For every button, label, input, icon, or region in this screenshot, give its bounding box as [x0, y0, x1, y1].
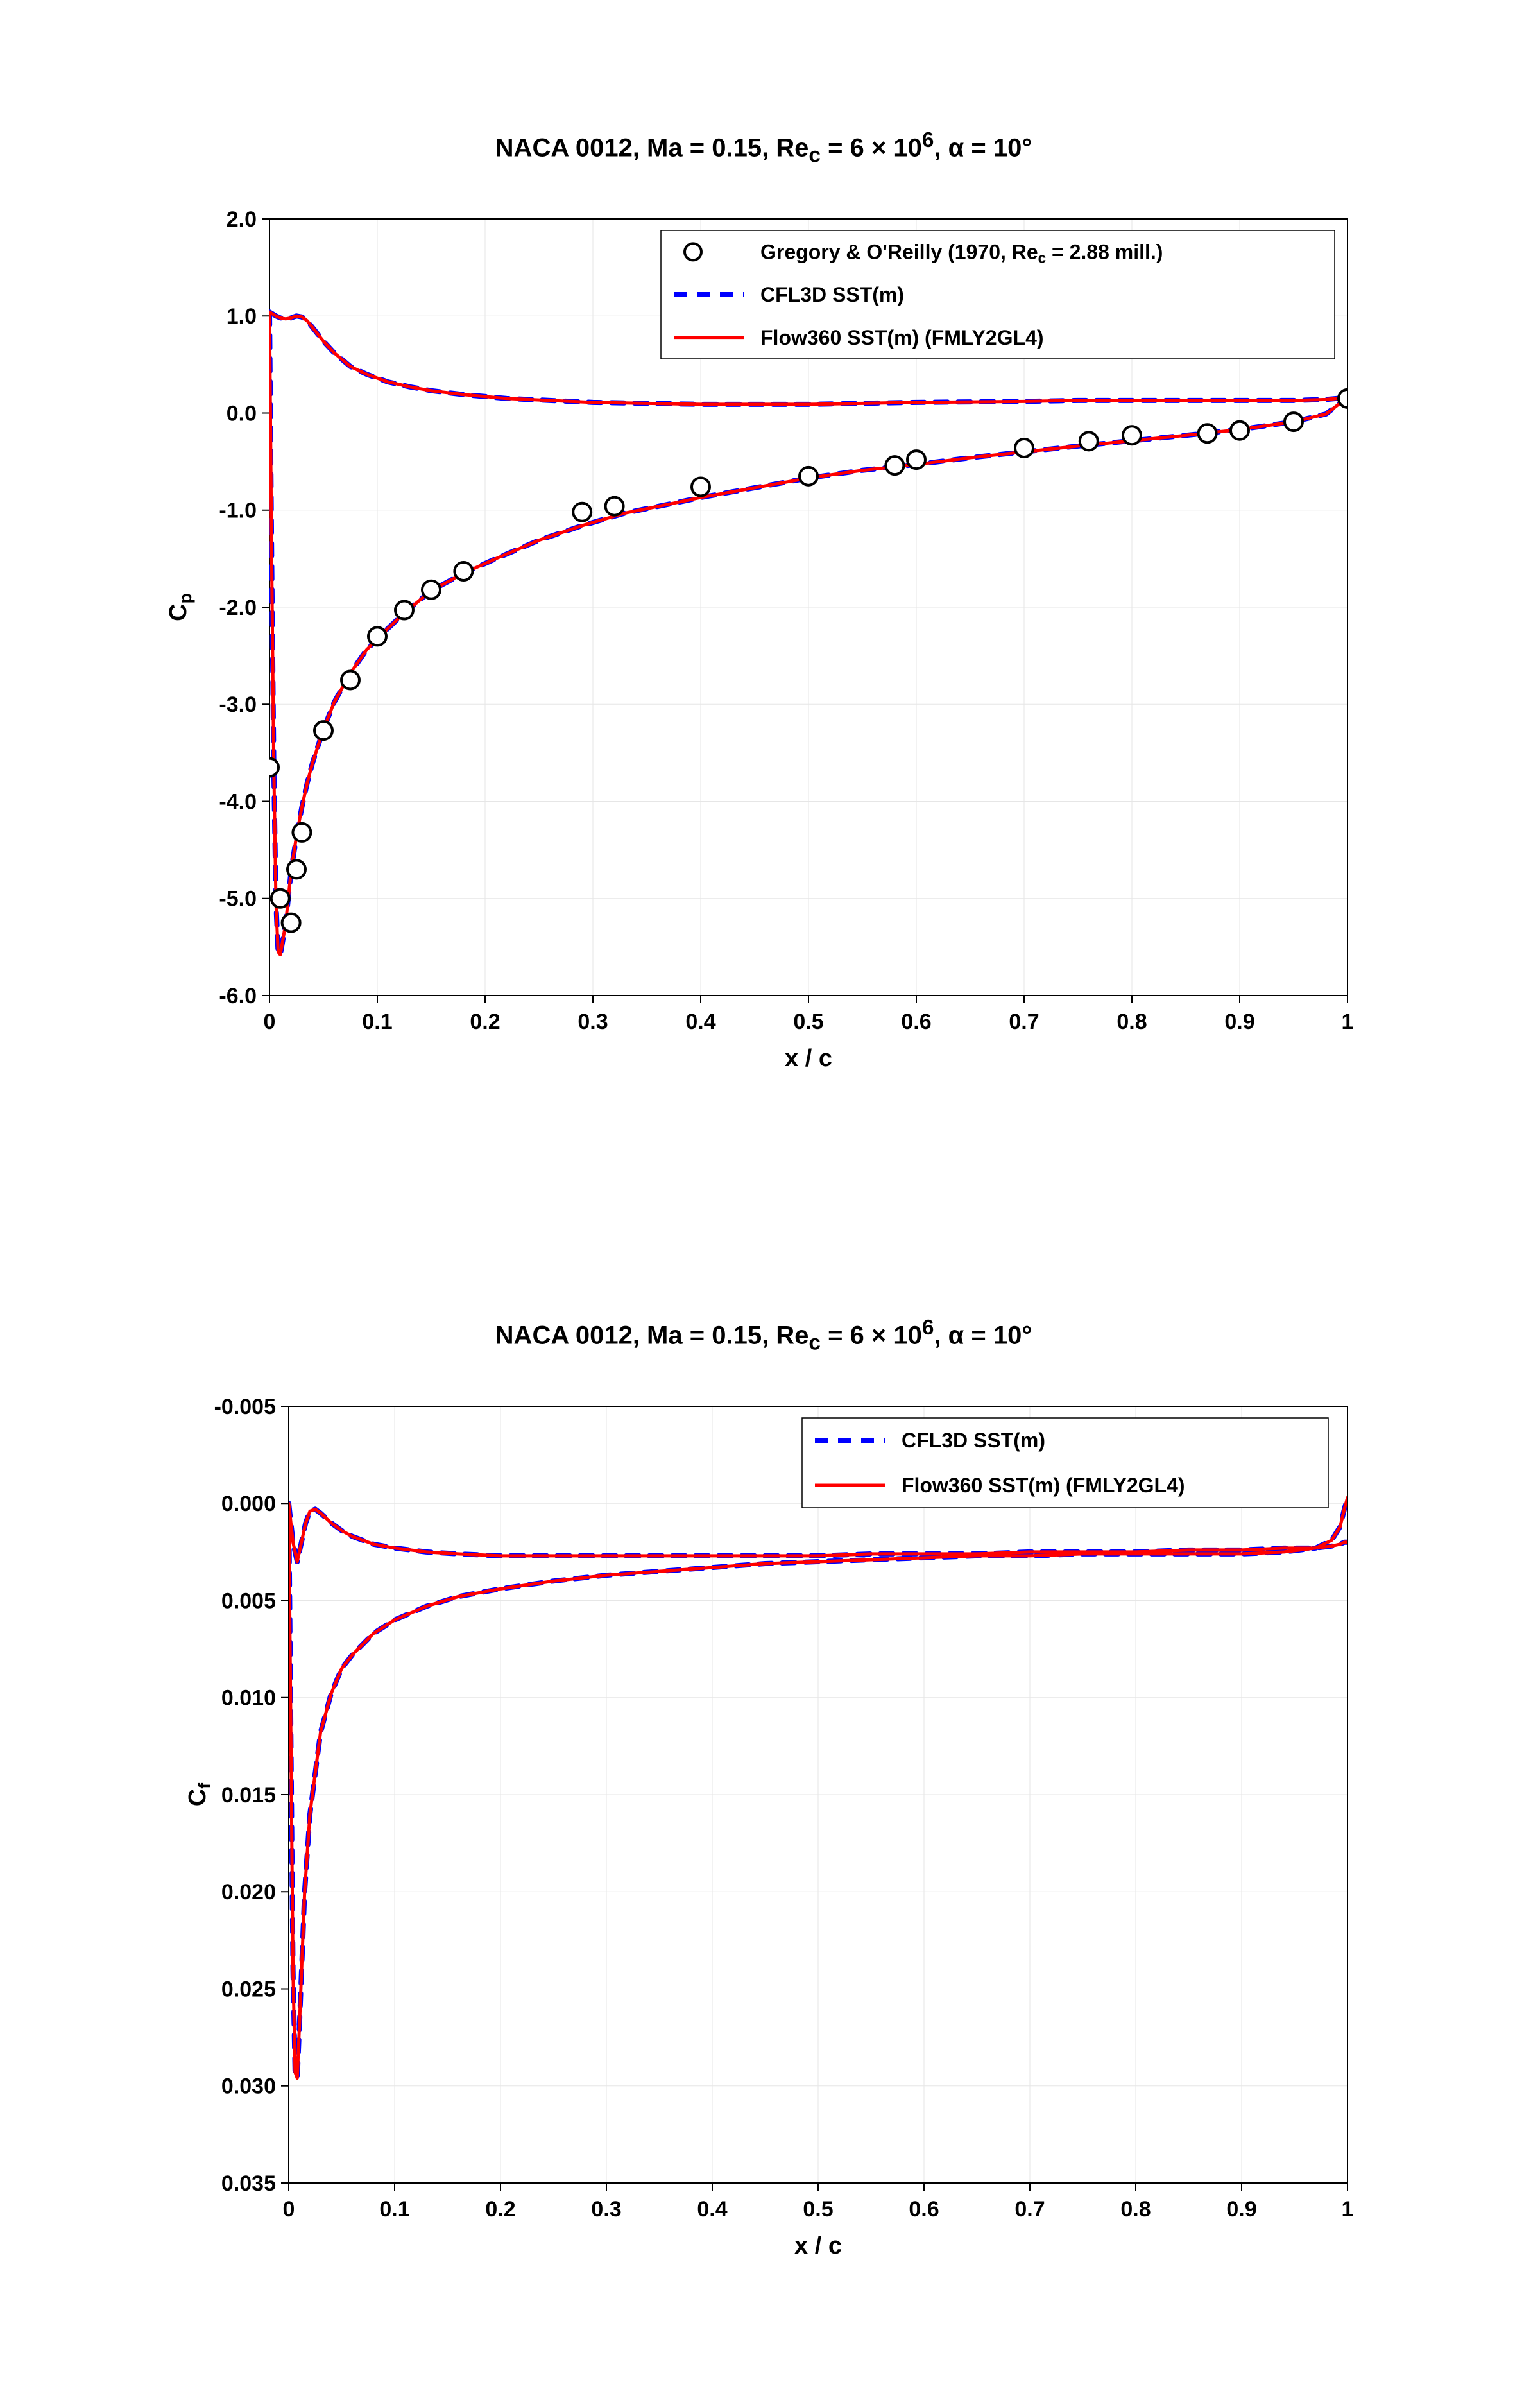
svg-text:CFL3D SST(m): CFL3D SST(m) — [902, 1429, 1045, 1453]
svg-text:0.0: 0.0 — [227, 402, 257, 426]
chart-cp: NACA 0012, Ma = 0.15, Rec = 6 × 106, α =… — [160, 128, 1367, 1092]
svg-text:0.5: 0.5 — [803, 2197, 833, 2222]
svg-text:0.030: 0.030 — [221, 2075, 276, 2099]
svg-text:-0.005: -0.005 — [214, 1395, 276, 1419]
svg-text:0.4: 0.4 — [697, 2197, 727, 2222]
svg-text:-5.0: -5.0 — [219, 887, 257, 911]
svg-text:0.3: 0.3 — [578, 1010, 608, 1034]
chart-cp-svg: 0 0.1 0.2 0.3 0.4 0.5 0.6 0.7 0.8 0.9 1 -6.0 -5.0 -4.… — [160, 174, 1367, 1092]
svg-text:0: 0 — [264, 1010, 276, 1034]
svg-text:0.1: 0.1 — [362, 1010, 392, 1034]
svg-text:0.8: 0.8 — [1116, 1010, 1147, 1034]
svg-text:Gregory & O'Reilly (1970, Rec: Gregory & O'Reilly (1970, Rec = 2.88 mil… — [760, 241, 1163, 266]
svg-text:0.000: 0.000 — [221, 1492, 276, 1516]
svg-text:-3.0: -3.0 — [219, 693, 257, 717]
page: NACA 0012, Ma = 0.15, Rec = 6 × 106, α =… — [0, 0, 1540, 2407]
svg-text:0.015: 0.015 — [221, 1783, 276, 1807]
svg-text:2.0: 2.0 — [227, 207, 257, 232]
svg-text:0.020: 0.020 — [221, 1880, 276, 1904]
svg-text:0.010: 0.010 — [221, 1686, 276, 1711]
svg-text:-4.0: -4.0 — [219, 790, 257, 815]
svg-text:Cp: Cp — [165, 593, 195, 621]
chart-cp-title: NACA 0012, Ma = 0.15, Rec = 6 × 106, α =… — [160, 128, 1367, 168]
svg-text:1: 1 — [1342, 2197, 1354, 2222]
chart-cf-svg: 0 0.1 0.2 0.3 0.4 0.5 0.6 0.7 0.8 0.9 1 -0.005 0.000… — [160, 1361, 1367, 2279]
svg-text:Flow360 SST(m) (FMLY2GL4): Flow360 SST(m) (FMLY2GL4) — [760, 326, 1044, 349]
svg-text:-1.0: -1.0 — [219, 499, 257, 523]
chart-cf-title: NACA 0012, Ma = 0.15, Rec = 6 × 106, α =… — [160, 1316, 1367, 1355]
svg-text:0.7: 0.7 — [1014, 2197, 1045, 2222]
svg-text:0.7: 0.7 — [1009, 1010, 1039, 1034]
svg-text:CFL3D SST(m): CFL3D SST(m) — [760, 284, 904, 307]
chart-cf: NACA 0012, Ma = 0.15, Rec = 6 × 106, α =… — [160, 1316, 1367, 2279]
svg-text:1: 1 — [1342, 1010, 1354, 1034]
svg-text:0.2: 0.2 — [470, 1010, 500, 1034]
svg-text:0.5: 0.5 — [793, 1010, 823, 1034]
svg-text:0.6: 0.6 — [901, 1010, 931, 1034]
svg-text:0.6: 0.6 — [909, 2197, 939, 2222]
svg-text:Cf: Cf — [184, 1783, 214, 1806]
svg-text:x / c: x / c — [794, 2232, 842, 2259]
svg-text:-2.0: -2.0 — [219, 596, 257, 620]
svg-text:-6.0: -6.0 — [219, 984, 257, 1008]
svg-text:x / c: x / c — [785, 1045, 832, 1072]
svg-text:1.0: 1.0 — [227, 304, 257, 329]
svg-text:0.9: 0.9 — [1226, 2197, 1256, 2222]
svg-text:0: 0 — [283, 2197, 295, 2222]
svg-text:0.035: 0.035 — [221, 2171, 276, 2196]
svg-text:0.8: 0.8 — [1120, 2197, 1151, 2222]
svg-text:0.4: 0.4 — [685, 1010, 715, 1034]
svg-text:0.3: 0.3 — [591, 2197, 621, 2222]
svg-text:0.005: 0.005 — [221, 1589, 276, 1614]
svg-text:0.025: 0.025 — [221, 1978, 276, 2002]
svg-text:0.2: 0.2 — [485, 2197, 515, 2222]
svg-text:0.9: 0.9 — [1224, 1010, 1254, 1034]
svg-text:Flow360 SST(m) (FMLY2GL4): Flow360 SST(m) (FMLY2GL4) — [902, 1474, 1185, 1497]
svg-text:0.1: 0.1 — [379, 2197, 409, 2222]
